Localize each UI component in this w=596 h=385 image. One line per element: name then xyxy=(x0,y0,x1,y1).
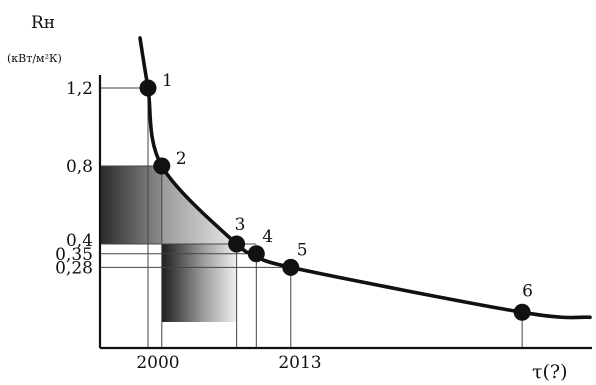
x-tick-label: 2013 xyxy=(278,353,321,373)
shaded-region-1 xyxy=(100,166,162,244)
data-points: 1 2 34 5 6 xyxy=(139,71,533,321)
data-point-4 xyxy=(247,245,265,263)
data-point-1 xyxy=(139,79,157,97)
data-point-label-2: 2 xyxy=(176,149,187,169)
data-point-3 xyxy=(228,235,246,253)
shaded-region-3 xyxy=(161,244,237,322)
guide-lines xyxy=(100,87,523,348)
x-axis-label: τ(?) xyxy=(532,361,568,383)
data-point-6 xyxy=(513,303,531,321)
data-point-label-4: 4 xyxy=(262,227,273,247)
data-point-2 xyxy=(153,157,171,175)
data-point-label-3: 3 xyxy=(235,215,246,235)
data-point-label-1: 1 xyxy=(162,71,173,91)
y-tick-label: 0,4 xyxy=(66,231,93,251)
y-tick-label: 1,2 xyxy=(66,79,93,99)
x-tick-labels: 2000 2013 xyxy=(136,353,321,373)
data-point-label-5: 5 xyxy=(297,240,308,260)
data-point-5 xyxy=(282,258,300,276)
y-tick-label: 0,28 xyxy=(55,258,93,278)
y-tick-labels: 1,2 0,8 0,40,350,28 xyxy=(55,79,93,278)
y-tick-label: 0,8 xyxy=(66,157,93,177)
y-tick-label: 0,35 xyxy=(55,245,93,265)
y-axis-label: Rн xyxy=(31,13,55,33)
x-tick-label: 2000 xyxy=(136,353,179,373)
data-point-label-6: 6 xyxy=(522,281,533,301)
y-axis-unit: (кВт/м²К) xyxy=(7,52,62,65)
